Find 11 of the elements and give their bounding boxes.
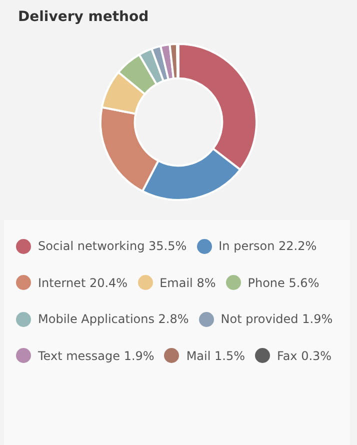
legend-label: Fax 0.3% <box>277 348 332 363</box>
legend-label: Internet 20.4% <box>38 276 128 290</box>
legend-label: Mail 1.5% <box>186 348 246 363</box>
legend-label: Mobile Applications 2.8% <box>38 312 189 326</box>
legend-label: Social networking 35.5% <box>38 239 187 254</box>
legend-label: Email 8% <box>160 276 216 290</box>
legend-label: Text message 1.9% <box>38 348 154 363</box>
chart-title: Delivery method <box>18 9 149 25</box>
legend-label: In person 22.2% <box>218 239 317 254</box>
legend-label: Not provided 1.9% <box>220 312 333 326</box>
legend-label: Phone 5.6% <box>248 276 320 290</box>
